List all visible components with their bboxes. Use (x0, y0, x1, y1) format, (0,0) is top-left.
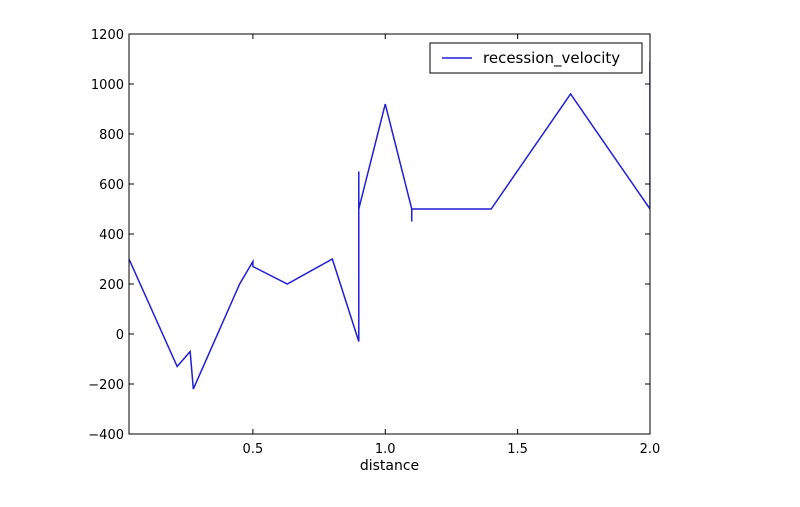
x-tick-label: 0.5 (243, 442, 264, 457)
y-tick-label: 400 (99, 228, 124, 243)
y-tick-label: 200 (99, 278, 124, 293)
legend: recession_velocity (429, 42, 643, 74)
y-tick-label: 600 (99, 178, 124, 193)
x-tick-label: 2.0 (640, 442, 661, 457)
x-axis: 0.5 1.0 1.5 2.0 (243, 34, 661, 457)
y-tick-label: 800 (99, 128, 124, 143)
x-axis-label: distance (360, 458, 419, 474)
legend-label-recession-velocity: recession_velocity (483, 49, 620, 68)
y-axis: −400 −200 0 200 400 600 800 1000 1200 (88, 28, 650, 443)
x-tick-label: 1.5 (507, 442, 528, 457)
y-tick-label: 1200 (91, 28, 124, 43)
plot-area (128, 33, 651, 435)
y-tick-label: 1000 (91, 78, 124, 93)
plot-frame (128, 33, 651, 435)
y-tick-label: 0 (116, 328, 124, 343)
y-tick-label: −400 (88, 428, 124, 443)
y-tick-label: −200 (88, 378, 124, 393)
x-tick-label: 1.0 (375, 442, 396, 457)
series-line-recession-velocity (129, 61, 650, 390)
